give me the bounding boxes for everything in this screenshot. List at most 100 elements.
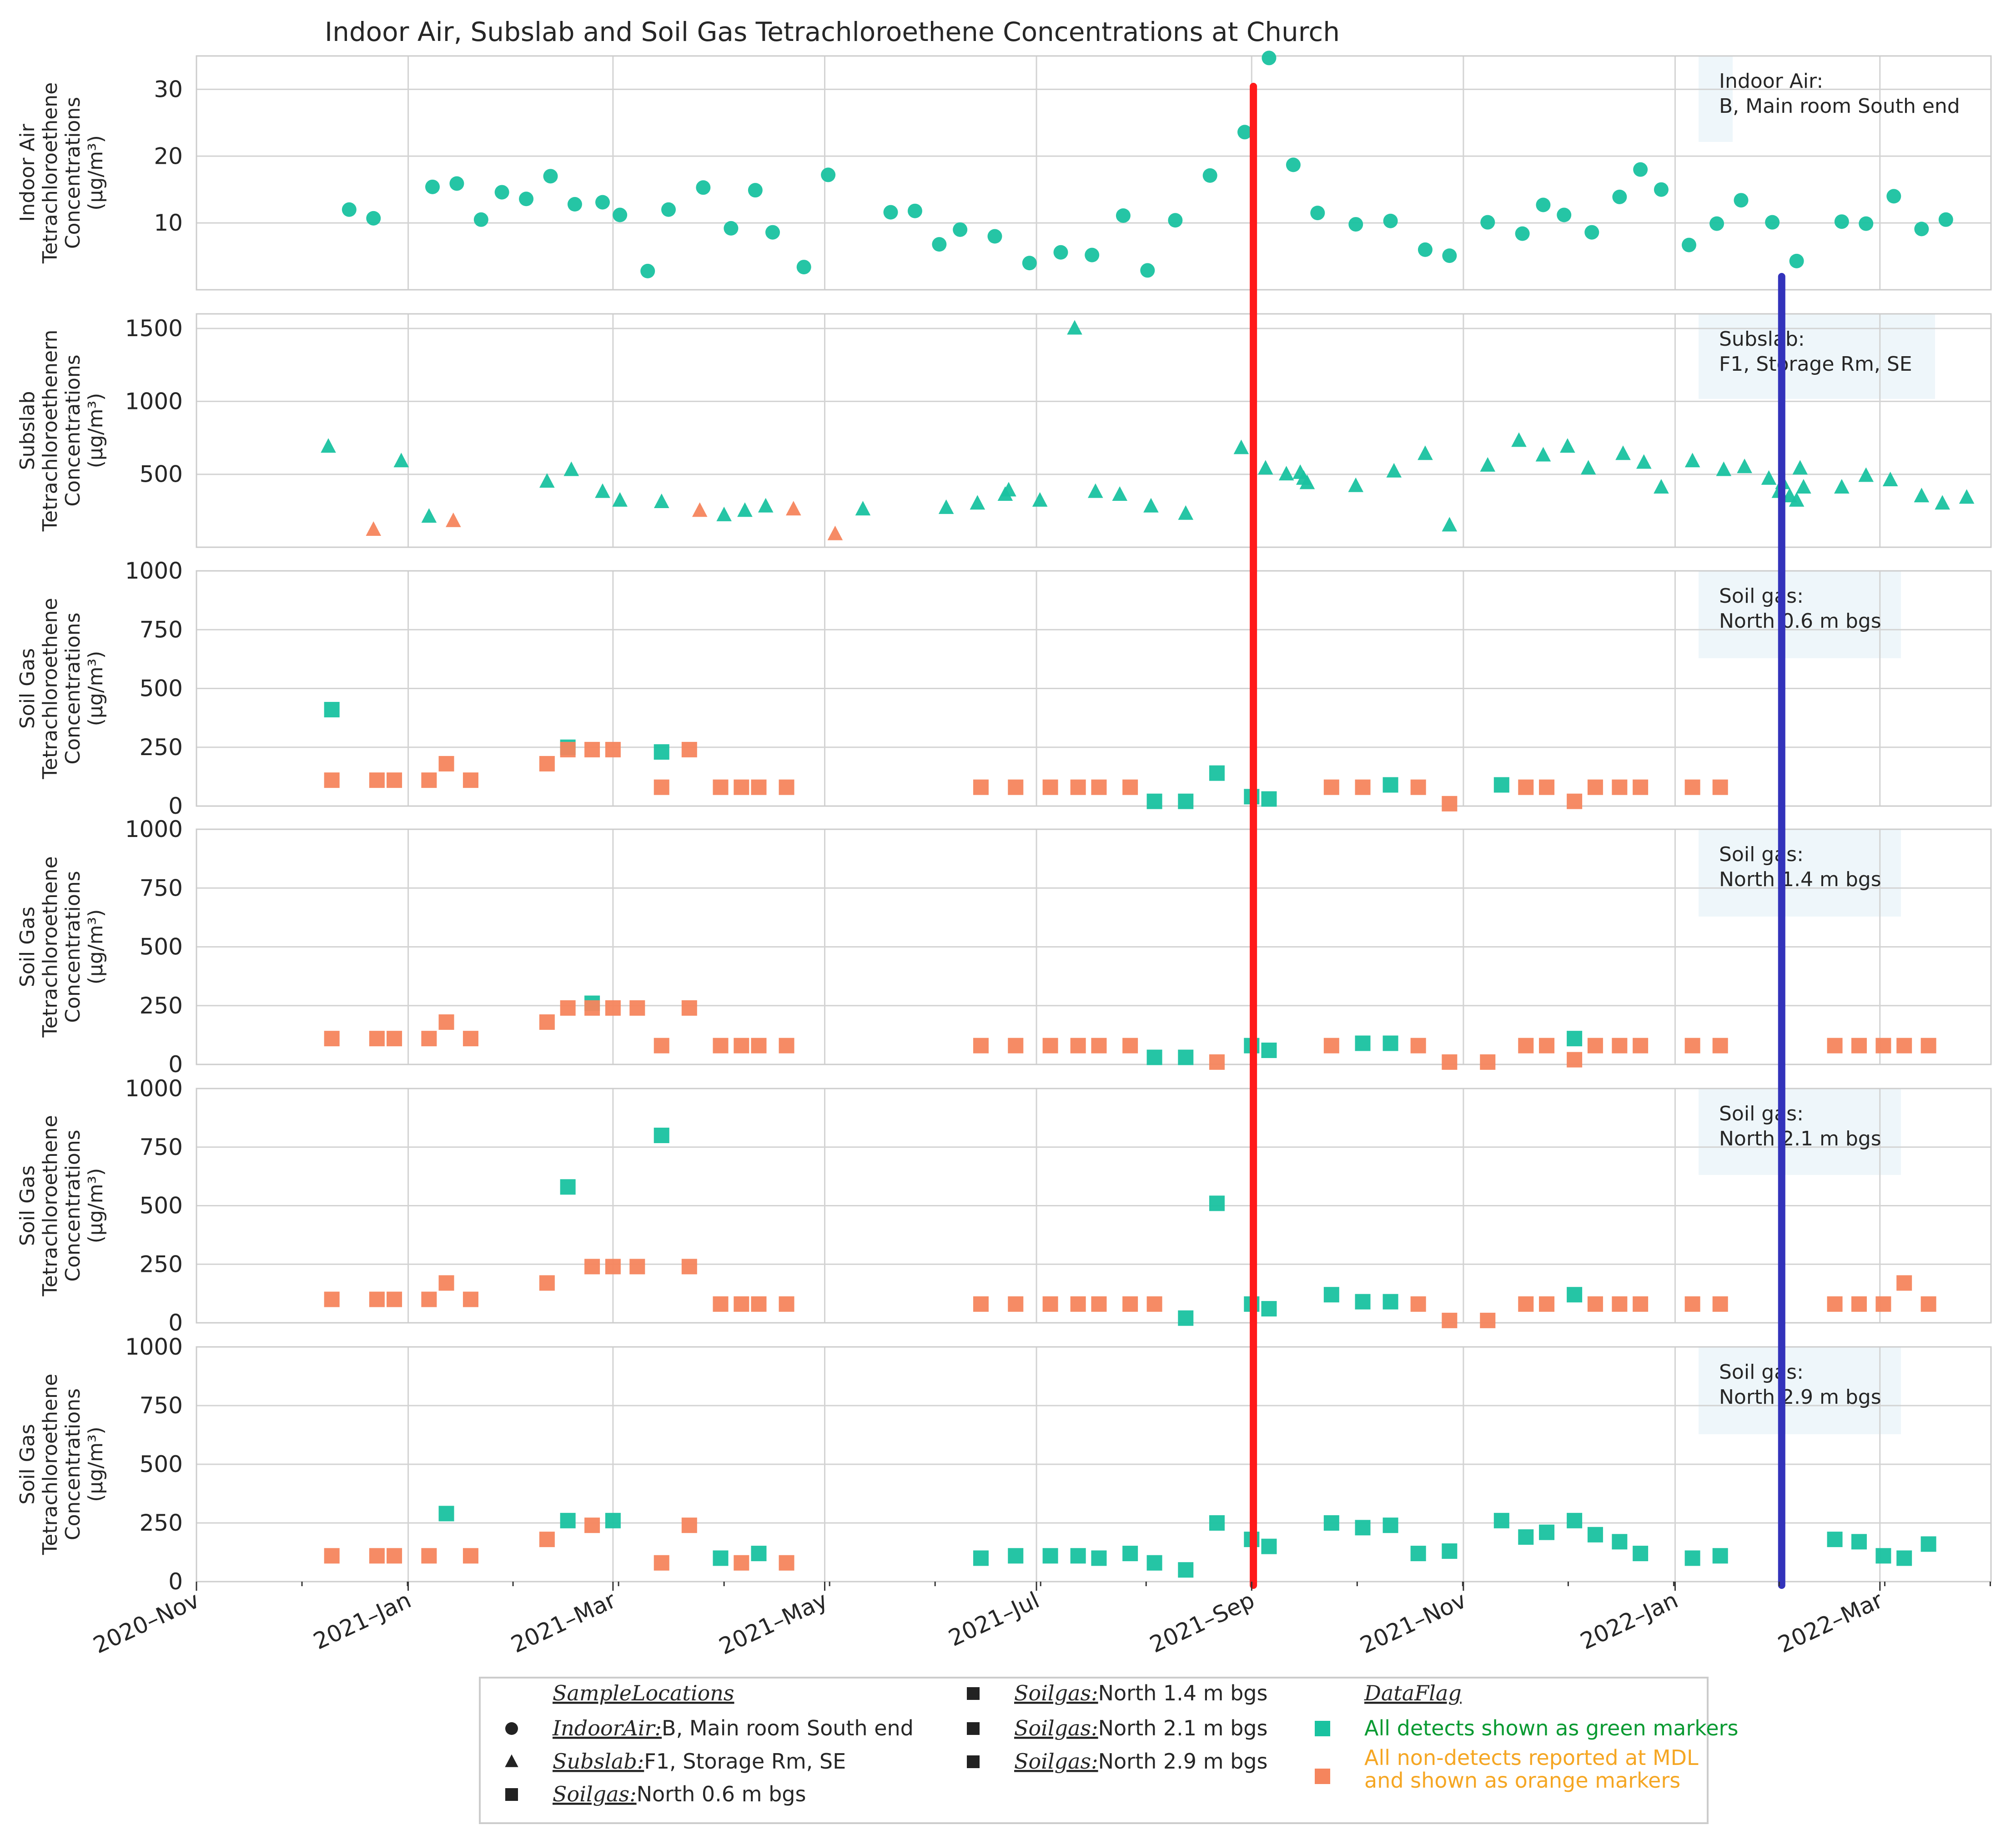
- x-tick-label: 2021–Sep: [1146, 1587, 1258, 1658]
- data-point-subslab-17: [938, 499, 954, 514]
- data-point-subslab-20: [997, 486, 1013, 501]
- data-point-soil21-37: [1587, 1296, 1603, 1312]
- data-point-subslab-60: [1959, 489, 1975, 504]
- data-point-indoor-19: [883, 205, 898, 220]
- y-axis-label: Indoor AirTetrachloroetheneConcentration…: [16, 82, 107, 264]
- data-point-soil06-43: [1712, 779, 1728, 795]
- data-point-indoor-39: [1480, 215, 1495, 230]
- y-tick-label: 30: [154, 76, 183, 102]
- data-point-subslab-5: [539, 473, 555, 488]
- data-point-soil29-24: [1209, 1515, 1225, 1531]
- y-tick-label: 750: [140, 616, 183, 643]
- data-point-soil06-36: [1518, 779, 1534, 795]
- legend-item-0: IndoorAir:B, Main room South end: [552, 1716, 914, 1740]
- data-point-soil14-37: [1567, 1031, 1583, 1047]
- y-axis-label-line: Concentrations: [61, 871, 85, 1023]
- info-label-title: Indoor Air:: [1719, 70, 1823, 93]
- data-point-soil14-45: [1851, 1038, 1867, 1054]
- data-point-soil29-11: [681, 1517, 697, 1533]
- data-point-soil29-37: [1612, 1534, 1628, 1550]
- data-point-soil06-31: [1355, 779, 1371, 795]
- data-point-indoor-21: [932, 237, 947, 252]
- data-point-subslab-27: [1233, 439, 1249, 454]
- data-point-soil06-10: [584, 741, 600, 757]
- data-point-soil06-32: [1383, 777, 1398, 793]
- x-tick-label: 2021–Mar: [507, 1587, 620, 1658]
- data-point-subslab-32: [1299, 474, 1315, 489]
- plot-frame: [196, 1346, 1992, 1583]
- data-point-subslab-48: [1761, 470, 1777, 485]
- info-label-title: Soil gas:: [1719, 1102, 1804, 1125]
- info-label-location: North 2.1 m bgs: [1719, 1127, 1881, 1150]
- y-tick-label: 750: [140, 1134, 183, 1160]
- data-point-soil06-3: [387, 772, 402, 788]
- data-point-soil06-33: [1410, 779, 1426, 795]
- panel-soil21: 0 250 500 750 1000 Soil gas:North 2.1 m bgs So…: [16, 1075, 1992, 1336]
- info-label-title: Soil gas:: [1719, 1361, 1804, 1384]
- y-axis-label-line: Soil Gas: [16, 907, 39, 987]
- data-point-soil29-19: [1070, 1548, 1086, 1564]
- data-point-soil21-2: [387, 1291, 402, 1307]
- data-point-subslab-16: [855, 501, 871, 516]
- y-axis-label-line: (µg/m³): [84, 393, 107, 469]
- legend-nondetect-marker: [1315, 1769, 1330, 1784]
- data-point-soil21-10: [629, 1259, 645, 1275]
- data-point-indoor-10: [613, 207, 628, 222]
- y-tick-label: 250: [140, 734, 183, 761]
- data-point-soil29-33: [1518, 1529, 1534, 1545]
- data-point-soil14-33: [1442, 1054, 1458, 1070]
- info-box: [1699, 56, 1733, 142]
- data-point-subslab-7: [595, 483, 610, 498]
- legend-marker-2: [505, 1788, 518, 1801]
- y-tick-label: 20: [154, 143, 183, 169]
- data-point-subslab-0: [321, 438, 336, 453]
- data-point-soil14-5: [463, 1031, 478, 1047]
- data-point-subslab-35: [1418, 445, 1433, 460]
- data-point-indoor-28: [1140, 263, 1155, 278]
- legend-nondetect-text-1: All non-detects reported at MDL: [1364, 1745, 1699, 1770]
- data-point-indoor-15: [748, 183, 763, 198]
- data-point-soil06-29: [1261, 791, 1277, 807]
- data-point-indoor-29: [1168, 213, 1183, 228]
- y-axis-label-line: (µg/m³): [84, 1168, 107, 1244]
- data-point-indoor-56: [1938, 212, 1953, 227]
- data-point-indoor-33: [1286, 157, 1301, 172]
- data-point-soil14-40: [1612, 1038, 1628, 1054]
- data-point-soil14-46: [1875, 1038, 1891, 1054]
- data-point-subslab-28: [1258, 460, 1273, 475]
- data-point-subslab-56: [1858, 467, 1874, 482]
- x-tick-label: 2021–Jan: [309, 1587, 415, 1654]
- data-point-indoor-11: [640, 263, 655, 278]
- data-point-indoor-27: [1116, 208, 1131, 223]
- y-axis-label-line: Concentrations: [61, 1388, 85, 1540]
- legend-heading-data-flag: DataFlag: [1364, 1681, 1462, 1705]
- data-point-soil29-39: [1684, 1550, 1700, 1566]
- legend-item-text: B, Main room South end: [662, 1716, 914, 1740]
- data-point-indoor-18: [821, 167, 836, 182]
- x-tick-label: 2022–Jan: [1576, 1587, 1682, 1654]
- data-point-soil29-4: [438, 1506, 454, 1522]
- data-point-indoor-6: [519, 192, 534, 207]
- data-point-soil21-39: [1633, 1296, 1649, 1312]
- y-axis-label-line: Concentrations: [61, 1129, 85, 1281]
- data-point-soil21-1: [369, 1291, 385, 1307]
- data-point-soil29-41: [1827, 1532, 1843, 1548]
- y-axis-label-line: Tetrachloroethene: [39, 82, 62, 264]
- x-tick-label: 2021–May: [715, 1587, 831, 1660]
- data-point-soil06-39: [1587, 779, 1603, 795]
- y-axis-label-line: Tetrachloroethene: [39, 1115, 62, 1296]
- data-point-indoor-30: [1202, 168, 1217, 183]
- data-point-soil21-16: [779, 1296, 794, 1312]
- data-point-soil06-41: [1633, 779, 1649, 795]
- info-box: [1699, 1347, 1901, 1434]
- y-tick-label: 750: [140, 1392, 183, 1419]
- info-label-title: Soil gas:: [1719, 843, 1804, 866]
- data-point-soil06-37: [1539, 779, 1555, 795]
- data-point-soil14-48: [1920, 1038, 1936, 1054]
- y-tick-label: 1000: [125, 816, 183, 842]
- data-point-indoor-51: [1789, 253, 1804, 268]
- data-point-indoor-2: [425, 179, 440, 194]
- plot-area: [196, 314, 1991, 547]
- data-point-indoor-52: [1834, 214, 1849, 229]
- data-point-subslab-21: [1032, 492, 1048, 507]
